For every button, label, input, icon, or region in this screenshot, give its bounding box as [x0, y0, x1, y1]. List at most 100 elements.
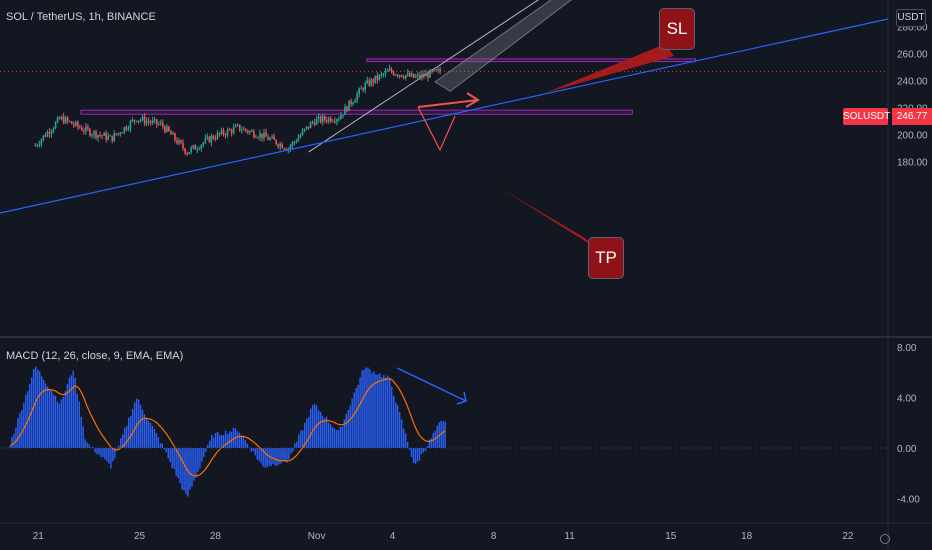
candle-body: [168, 126, 170, 132]
macd-histogram-bar: [46, 386, 49, 448]
macd-histogram-bar: [347, 409, 349, 448]
support-zone: [80, 109, 633, 115]
macd-histogram-bar: [216, 431, 219, 448]
candle-body: [410, 73, 413, 77]
macd-histogram-bar: [25, 394, 27, 448]
macd-histogram-bar: [238, 432, 241, 448]
macd-histogram-bar: [381, 377, 383, 448]
candle-body: [427, 73, 429, 78]
candle-body: [311, 122, 314, 124]
candle-body: [77, 121, 79, 127]
candle-body: [101, 135, 103, 137]
macd-histogram-bar: [133, 402, 136, 448]
macd-histogram-bar: [213, 437, 215, 448]
macd-histogram-bar: [351, 398, 353, 448]
macd-histogram-bar: [54, 395, 57, 448]
candle-body: [162, 122, 164, 127]
macd-histogram-bar: [250, 448, 253, 452]
macd-histogram-bar: [288, 448, 290, 460]
horizontal-zones: [0, 58, 888, 115]
sl-callout[interactable]: SL: [659, 8, 695, 50]
macd-histogram-bar: [276, 448, 278, 466]
macd-histogram-bar: [102, 448, 104, 458]
x-tick-label: 18: [741, 531, 753, 542]
candle-body: [378, 74, 381, 80]
candle-body: [74, 121, 77, 126]
macd-histogram-bar: [353, 392, 355, 448]
candle-body: [44, 135, 47, 137]
macd-histogram-bar: [218, 435, 221, 448]
tp-pointer: [500, 188, 593, 246]
macd-histogram-bar: [309, 408, 312, 448]
candle-body: [230, 129, 233, 133]
candle-body: [325, 119, 328, 122]
candle-body: [64, 117, 67, 124]
macd-histogram-bar: [36, 369, 39, 448]
candle-body: [176, 139, 178, 144]
candle-body: [247, 130, 249, 133]
candle-body: [307, 126, 310, 129]
x-tick-label: 4: [390, 531, 396, 542]
macd-histogram-bar: [195, 448, 197, 478]
macd-histogram-bar: [165, 448, 167, 453]
candle-body: [435, 69, 437, 71]
candle-body: [360, 88, 362, 90]
candle-body: [315, 118, 318, 125]
macd-histogram-bar: [359, 377, 361, 448]
settings-circle-icon[interactable]: [880, 534, 890, 544]
candle-body: [147, 121, 150, 123]
macd-histogram-bar: [420, 448, 423, 455]
macd-histogram-bar: [143, 414, 146, 448]
macd-histogram-bar: [254, 448, 256, 456]
macd-histogram-bar: [94, 448, 96, 453]
candle-body: [107, 136, 109, 140]
candle-body: [182, 142, 184, 149]
candle-body: [338, 119, 340, 121]
tp-callout[interactable]: TP: [588, 237, 624, 279]
macd-histogram-bar: [74, 377, 76, 448]
currency-badge[interactable]: USDT: [896, 9, 926, 27]
candle-body: [433, 69, 435, 72]
candle-body: [293, 141, 296, 143]
candle-body: [423, 73, 425, 77]
macd-histogram-bar: [131, 408, 134, 448]
candle-body: [283, 148, 286, 150]
candle-body: [192, 145, 194, 148]
candle-body: [218, 132, 221, 134]
macd-histogram-bar: [294, 443, 296, 448]
candle-body: [388, 68, 391, 71]
macd-histogram-bar: [157, 436, 160, 448]
candle-body: [251, 130, 253, 132]
macd-histogram-bar: [414, 448, 417, 464]
candle-body: [186, 153, 188, 155]
macd-histogram-bar: [444, 421, 446, 448]
candle-body: [263, 132, 265, 139]
macd-histogram-bar: [124, 427, 126, 448]
candle-body: [40, 139, 43, 145]
candle-body: [153, 119, 156, 121]
candle-body: [419, 74, 421, 78]
candle-body: [348, 100, 350, 111]
macd-pane: [0, 366, 888, 497]
candle-body: [412, 73, 415, 78]
macd-histogram-bar: [333, 428, 336, 448]
candle-body: [202, 142, 205, 145]
macd-histogram-bar: [369, 369, 371, 448]
sl-pointer: [545, 44, 674, 93]
candle-body: [50, 131, 53, 134]
candle-body: [342, 114, 344, 116]
macd-histogram-bar: [137, 399, 140, 448]
macd-histogram-bar: [52, 394, 55, 448]
macd-histogram-bar: [201, 448, 203, 462]
macd-histogram-bar: [173, 448, 175, 470]
candle-body: [89, 129, 91, 136]
macd-histogram-bar: [108, 448, 110, 464]
candle-body: [261, 133, 263, 139]
candle-body: [398, 75, 401, 77]
macd-histogram-bar: [383, 374, 385, 448]
divergence-arrowhead: [456, 391, 467, 405]
candle-body: [299, 135, 302, 138]
candle-body: [429, 70, 431, 78]
candle-body: [332, 121, 334, 123]
